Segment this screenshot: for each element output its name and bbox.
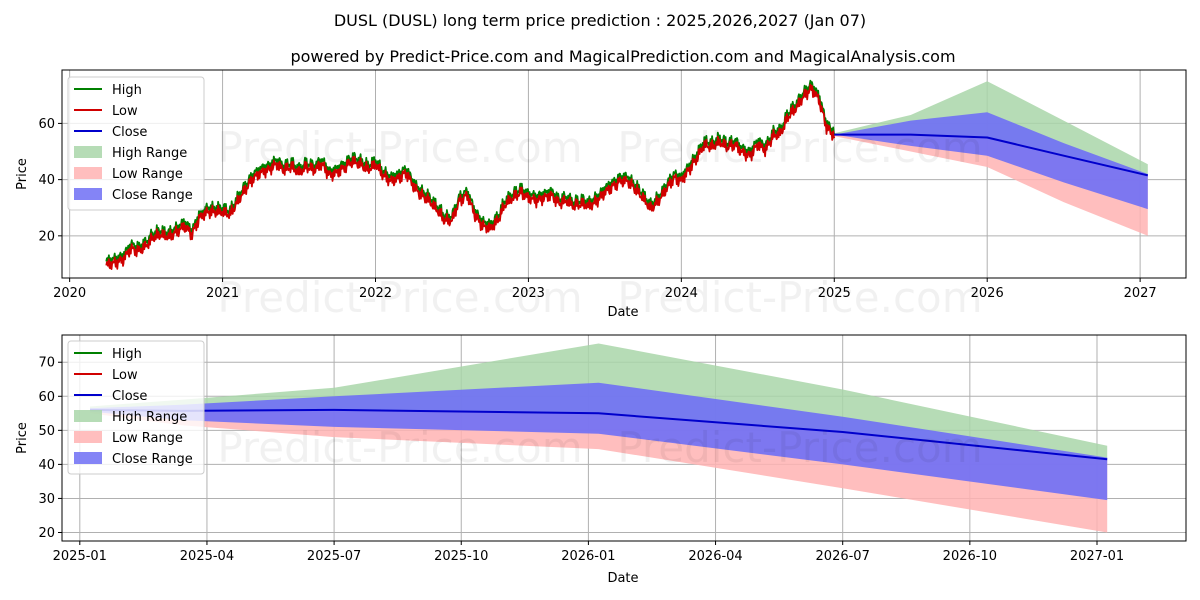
y-tick-label: 20 <box>38 229 55 244</box>
bottom-x-axis-label: Date <box>607 571 638 586</box>
high-history-line <box>105 79 836 267</box>
bottom-chart-frame <box>61 334 1187 542</box>
bottom-chart-watermark: Predict-Price.com Predict-Price.com <box>217 423 982 472</box>
watermark-text: Predict-Price.com <box>217 423 582 472</box>
legend-label: High Range <box>112 410 187 425</box>
x-tick-label: 2025-07 <box>307 549 361 564</box>
legend-swatch-patch <box>74 188 102 200</box>
close-range-band <box>834 112 1148 210</box>
legend-swatch-patch <box>74 167 102 179</box>
x-tick-label: 2027 <box>1124 286 1157 301</box>
x-tick-label: 2024 <box>665 286 698 301</box>
watermark-text: Predict-Price.com <box>617 423 982 472</box>
x-tick-label: 2027-01 <box>1070 549 1124 564</box>
bottom-chart-areas <box>90 343 1108 533</box>
legend-swatch-patch <box>74 146 102 158</box>
legend-label: Close Range <box>112 188 193 203</box>
y-tick-label: 50 <box>38 424 55 439</box>
y-tick-label: 60 <box>38 117 55 132</box>
watermark-text: Predict-Price.com <box>617 273 982 322</box>
legend-label: Low Range <box>112 431 183 446</box>
x-tick-label: 2026-07 <box>816 549 870 564</box>
legend-label: High <box>112 83 142 98</box>
legend-label: High <box>112 347 142 362</box>
bottom-chart-legend: High Low Close High Range Low Range Close Ran… <box>67 340 205 475</box>
y-tick-label: 40 <box>38 458 55 473</box>
watermark-text: Predict-Price.com <box>217 273 582 322</box>
legend-label: Close Range <box>112 452 193 467</box>
close-forecast-line <box>834 133 1149 177</box>
top-x-axis-label: Date <box>607 305 638 320</box>
x-tick-label: 2025 <box>818 286 851 301</box>
x-tick-label: 2021 <box>206 286 239 301</box>
y-tick-label: 40 <box>38 173 55 188</box>
x-tick-label: 2022 <box>359 286 392 301</box>
x-tick-label: 2020 <box>53 286 86 301</box>
close-range-band <box>90 382 1108 501</box>
bottom-chart: Predict-Price.com Predict-Price.com 2025… <box>15 334 1187 586</box>
top-chart-ticks: 2020 2021 2022 2023 2024 2025 2026 2027 20 40 60 <box>38 117 1156 301</box>
legend-swatch-patch <box>74 431 102 443</box>
x-tick-label: 2026-04 <box>688 549 742 564</box>
top-chart-lines <box>105 79 1149 271</box>
chart-subtitle: powered by Predict-Price.com and Magical… <box>290 47 955 66</box>
bottom-chart-ticks: 2025-01 2025-04 2025-07 2025-10 2026-01 2026-… <box>38 356 1124 564</box>
x-tick-label: 2026 <box>971 286 1004 301</box>
x-tick-label: 2025-10 <box>434 549 488 564</box>
top-y-axis-label: Price <box>15 158 30 190</box>
chart-title: DUSL (DUSL) long term price prediction :… <box>334 11 866 30</box>
x-tick-label: 2023 <box>512 286 545 301</box>
legend-swatch-patch <box>74 452 102 464</box>
top-chart-legend: High Low Close High Range Low Range Close Ran… <box>67 76 205 211</box>
y-tick-label: 20 <box>38 526 55 541</box>
top-chart-frame <box>61 69 1187 279</box>
x-tick-label: 2026-10 <box>943 549 997 564</box>
low-history-line <box>105 83 836 271</box>
legend-label: Low <box>112 104 138 119</box>
x-tick-label: 2025-04 <box>180 549 234 564</box>
legend-swatch-patch <box>74 410 102 422</box>
y-tick-label: 70 <box>38 356 55 371</box>
y-tick-label: 30 <box>38 492 55 507</box>
top-chart-watermark: Predict-Price.com Predict-Price.com Pred… <box>217 123 982 322</box>
legend-label: Low Range <box>112 167 183 182</box>
legend-label: Close <box>112 125 147 140</box>
legend-label: Close <box>112 389 147 404</box>
top-chart-areas <box>834 81 1148 236</box>
y-tick-label: 60 <box>38 390 55 405</box>
watermark-text: Predict-Price.com <box>217 123 582 172</box>
x-tick-label: 2025-01 <box>53 549 107 564</box>
x-tick-label: 2026-01 <box>561 549 615 564</box>
top-chart: Predict-Price.com Predict-Price.com Pred… <box>15 69 1187 322</box>
watermark-text: Predict-Price.com <box>617 123 982 172</box>
bottom-y-axis-label: Price <box>15 422 30 454</box>
legend-label: Low <box>112 368 138 383</box>
legend-label: High Range <box>112 146 187 161</box>
